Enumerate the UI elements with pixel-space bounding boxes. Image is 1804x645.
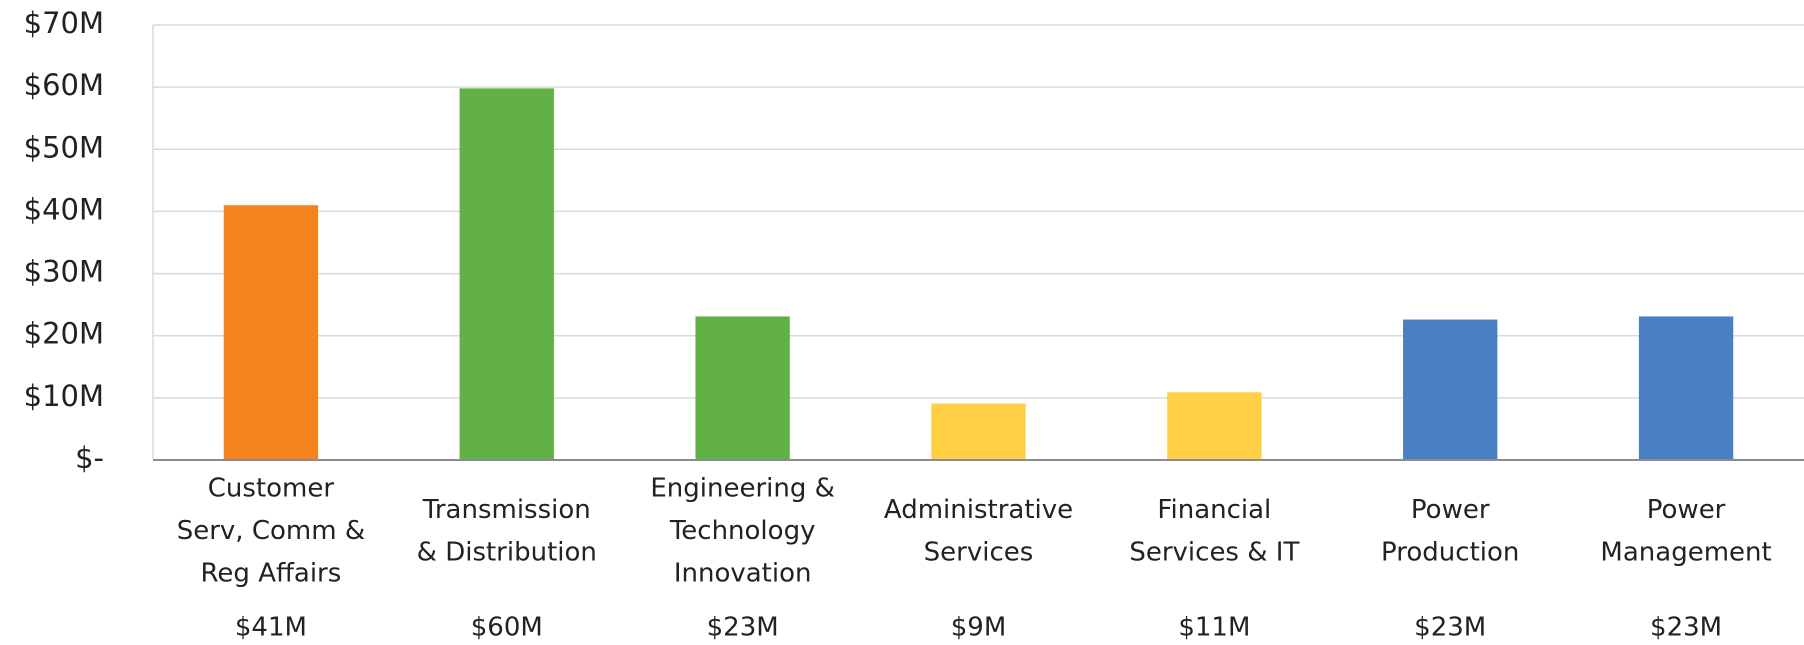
- y-tick-label: $70M: [24, 6, 104, 40]
- y-tick-label: $-: [75, 441, 104, 475]
- x-tick-label: Administrative Services: [884, 494, 1073, 567]
- x-tick-label: Financial Services & IT: [1129, 494, 1299, 567]
- y-tick-label: $60M: [24, 68, 104, 102]
- y-tick-label: $10M: [24, 379, 104, 413]
- value-label: $23M: [1414, 613, 1486, 643]
- x-tick-label: Customer Serv, Comm & Reg Affairs: [177, 473, 365, 588]
- value-label: $60M: [471, 613, 543, 643]
- y-tick-label: $50M: [24, 130, 104, 164]
- x-tick-label: Transmission & Distribution: [417, 494, 597, 567]
- value-label: $9M: [951, 613, 1007, 643]
- bar: [931, 403, 1026, 460]
- x-tick-label: Engineering & Technology Innovation: [650, 473, 835, 588]
- bar: [223, 205, 319, 460]
- bar: [459, 88, 554, 460]
- bar: [1167, 392, 1262, 460]
- y-tick-label: $20M: [24, 317, 104, 351]
- bar: [1638, 316, 1734, 460]
- value-label: $41M: [235, 613, 307, 643]
- value-label: $23M: [707, 613, 779, 643]
- value-label: $11M: [1178, 613, 1250, 643]
- x-tick-label: Power Production: [1381, 494, 1519, 567]
- bar: [695, 316, 790, 460]
- x-tick-label: Power Management: [1600, 494, 1771, 567]
- bar: [1403, 319, 1498, 460]
- y-tick-label: $40M: [24, 192, 104, 226]
- y-tick-label: $30M: [24, 255, 104, 289]
- value-label: $23M: [1650, 613, 1722, 643]
